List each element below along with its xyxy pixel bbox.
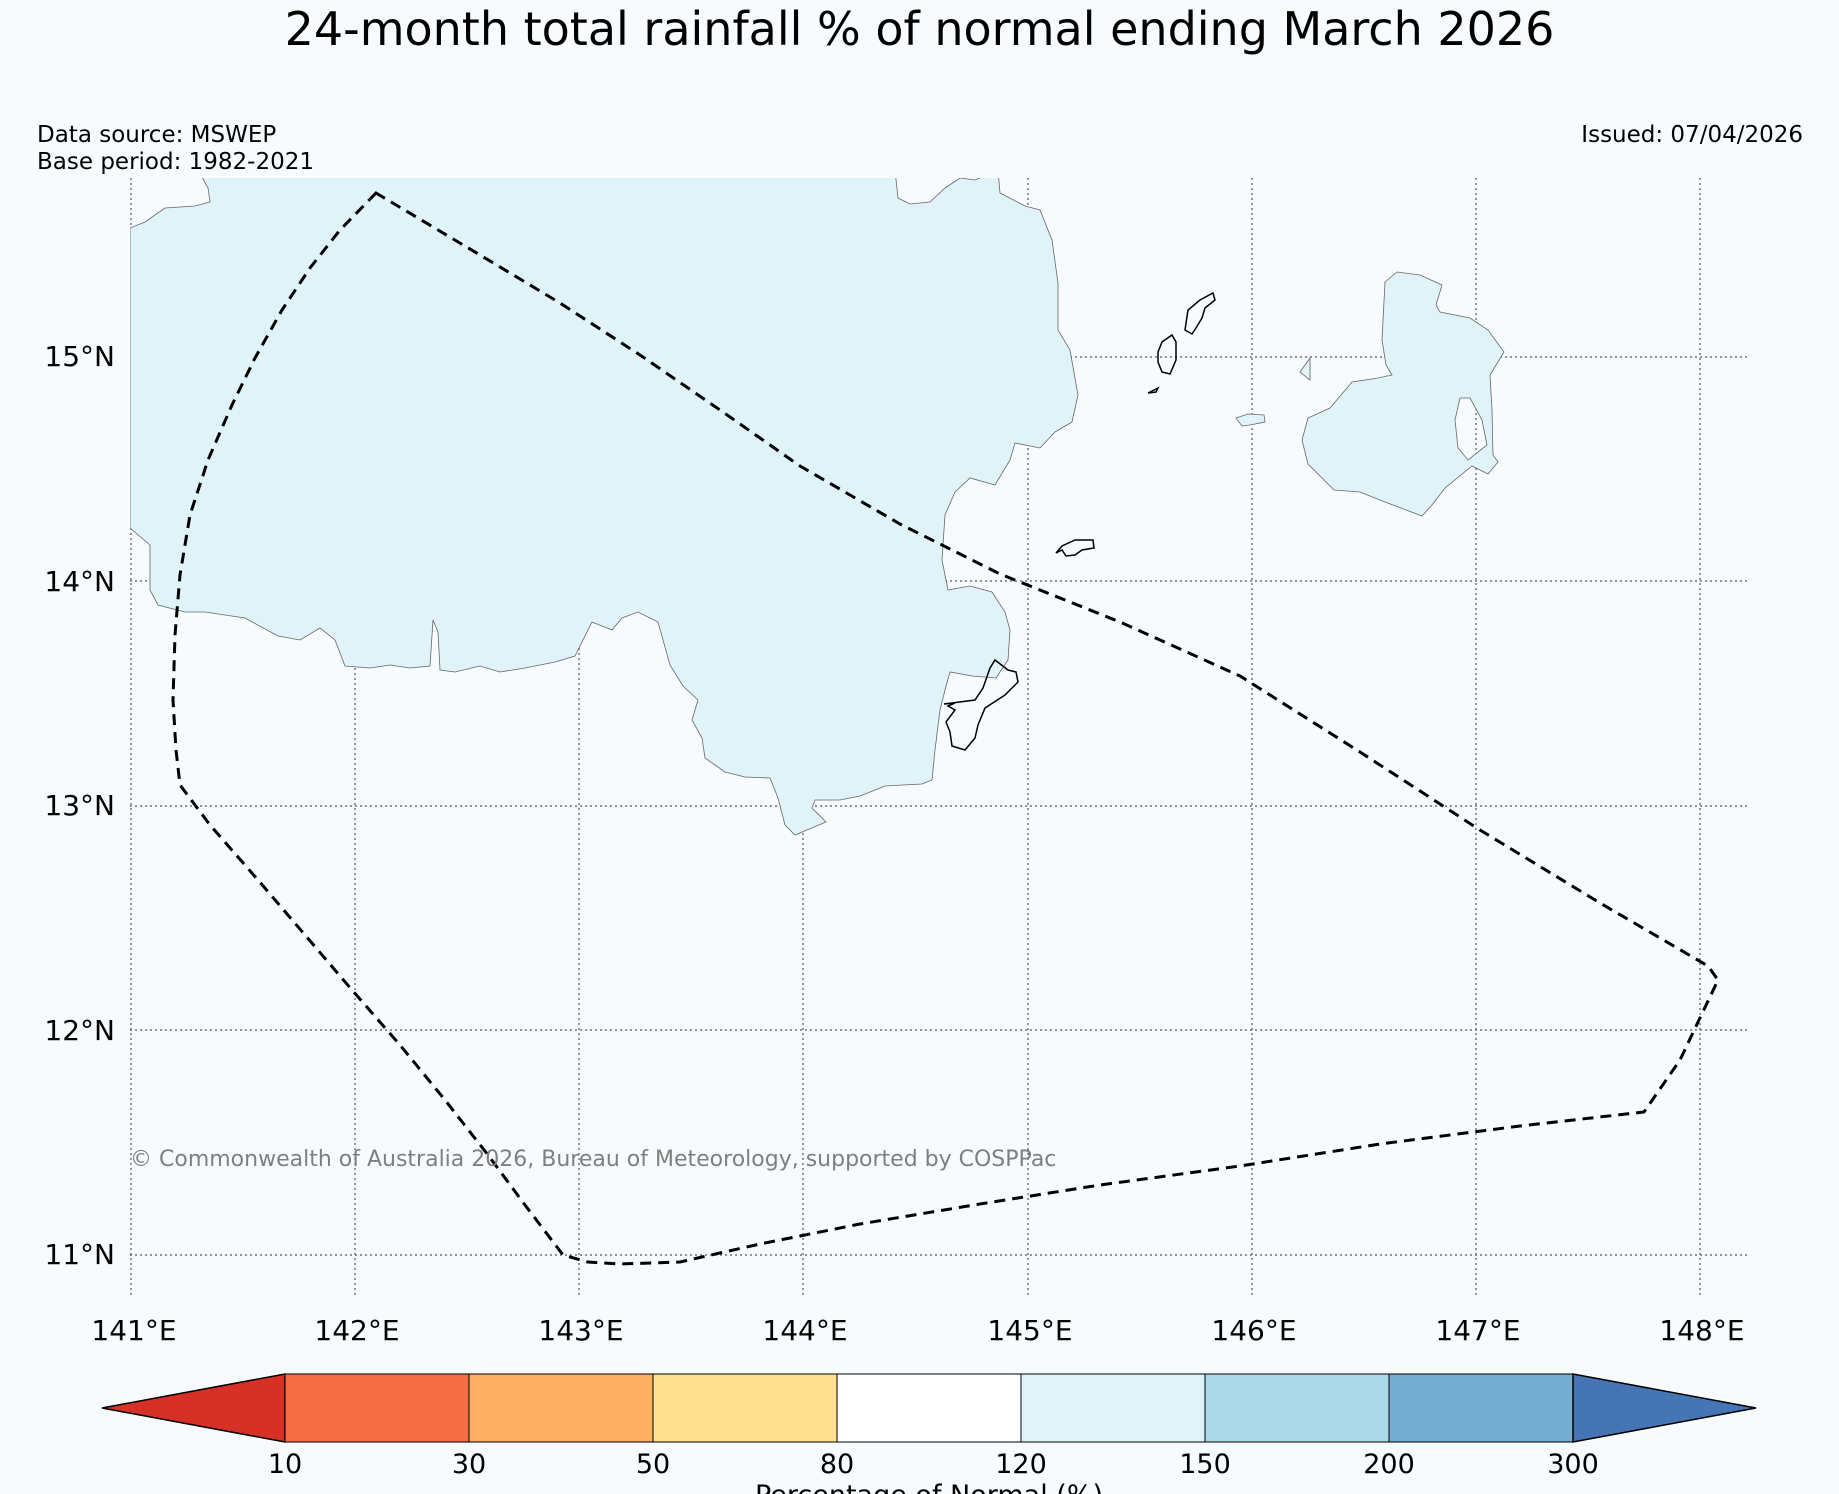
lat-labels: 15°N 14°N 13°N 12°N 11°N xyxy=(44,340,115,1271)
lon-label-147: 147°E xyxy=(1435,1314,1520,1347)
lat-label-15: 15°N xyxy=(44,340,115,373)
colorbar-segment-4 xyxy=(836,1373,1022,1443)
lon-label-148: 148°E xyxy=(1659,1314,1744,1347)
lon-label-143: 143°E xyxy=(538,1314,623,1347)
colorbar-tick-80: 80 xyxy=(820,1449,854,1480)
colorbar-extend-high xyxy=(1572,1373,1757,1443)
lat-label-11: 11°N xyxy=(44,1238,115,1271)
lon-label-144: 144°E xyxy=(762,1314,847,1347)
issued-date: Issued: 07/04/2026 xyxy=(1581,122,1803,148)
lon-label-145: 145°E xyxy=(987,1314,1072,1347)
colorbar-segment-1 xyxy=(284,1373,470,1443)
lon-label-142: 142°E xyxy=(314,1314,399,1347)
colorbar-tick-30: 30 xyxy=(452,1449,486,1480)
colorbar-tick-120: 120 xyxy=(995,1449,1047,1480)
rainfall-islet-1 xyxy=(1299,356,1311,381)
colorbar-segment-7 xyxy=(1388,1373,1574,1443)
rota-coastline xyxy=(1055,539,1095,557)
colorbar-tick-150: 150 xyxy=(1179,1449,1231,1480)
colorbar-tick-10: 10 xyxy=(268,1449,302,1480)
lat-label-12: 12°N xyxy=(44,1014,115,1047)
base-period: Base period: 1982-2021 xyxy=(37,149,315,175)
colorbar-tick-200: 200 xyxy=(1363,1449,1415,1480)
lon-labels: 141°E 142°E 143°E 144°E 145°E 146°E 147°… xyxy=(91,1314,1744,1347)
colorbar-tick-50: 50 xyxy=(636,1449,670,1480)
data-info: Data source: MSWEP Base period: 1982-202… xyxy=(37,122,314,176)
colorbar: 10 30 50 80 120 150 200 300 Percentage o… xyxy=(101,1373,1757,1494)
saipan-coastline xyxy=(1184,291,1216,335)
copyright-notice: © Commonwealth of Australia 2026, Bureau… xyxy=(130,1147,1056,1172)
aguijan-coastline xyxy=(1147,386,1160,394)
colorbar-segment-6 xyxy=(1204,1373,1390,1443)
colorbar-extend-low xyxy=(101,1373,286,1443)
tinian-coastline xyxy=(1157,333,1177,375)
colorbar-segment-5 xyxy=(1020,1373,1206,1443)
lon-label-141: 141°E xyxy=(91,1314,176,1347)
colorbar-tick-300: 300 xyxy=(1547,1449,1599,1480)
data-source: Data source: MSWEP xyxy=(37,122,277,148)
lon-label-146: 146°E xyxy=(1211,1314,1296,1347)
lat-label-14: 14°N xyxy=(44,565,115,598)
rainfall-islet-2 xyxy=(1235,413,1266,427)
guam-coastline xyxy=(943,658,1019,751)
lat-label-13: 13°N xyxy=(44,789,115,822)
rainfall-region-saipan-area xyxy=(1301,271,1505,517)
rainfall-region-main xyxy=(130,178,1079,836)
eez-boundary xyxy=(171,191,1720,1266)
colorbar-segment-2 xyxy=(468,1373,654,1443)
map-title: 24-month total rainfall % of normal endi… xyxy=(284,2,1555,56)
colorbar-segment-3 xyxy=(652,1373,838,1443)
colorbar-label: Percentage of Normal (%) xyxy=(755,1480,1103,1494)
